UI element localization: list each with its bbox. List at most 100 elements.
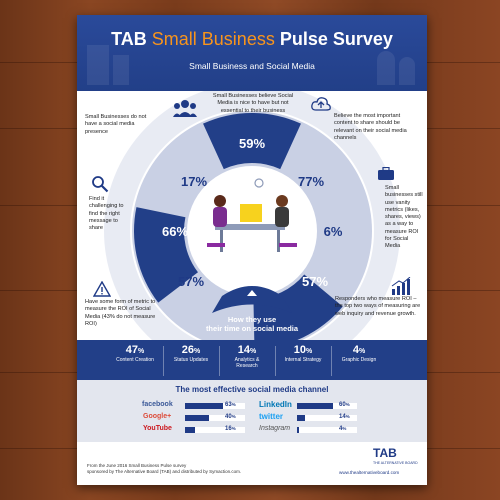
time-item-4: 4% Graphic Design [336, 344, 382, 363]
time-value: 14 [237, 344, 250, 356]
divider [219, 346, 220, 376]
channel-value-number: 63 [225, 402, 232, 408]
time-unit: % [306, 348, 313, 355]
person-head [276, 195, 288, 207]
stat-note-1: Believe the most important content to sh… [334, 113, 407, 141]
building-silhouette [113, 55, 129, 85]
tab-logo: TAB [373, 446, 397, 460]
stat-value-4: 57% [177, 274, 205, 289]
person-body [275, 207, 289, 227]
laptop-screen [240, 204, 262, 222]
time-value: 4 [352, 344, 359, 356]
channel-bar-fill [297, 427, 300, 433]
divider [163, 346, 164, 376]
channel-value: 16% [225, 426, 236, 432]
ring-segment-0 [203, 113, 301, 170]
twitter-logo: twitter [259, 412, 283, 421]
time-item-1: 26% Status Updates [168, 344, 214, 363]
stat-note-5: Find it challenging to find the right me… [89, 196, 124, 232]
channel-bar-fill [297, 403, 333, 409]
channel-value-unit: % [231, 414, 236, 419]
channel-bar-track [297, 427, 357, 433]
title-accent: Small Business [151, 29, 275, 49]
channel-bar-track [185, 403, 245, 409]
stat-value-0: 59% [238, 136, 266, 151]
time-title-line2: their time on social media [205, 323, 299, 333]
channel-title: The most effective social media channel [175, 385, 329, 394]
time-banner-arch [212, 286, 292, 313]
divider [331, 346, 332, 376]
title-prefix: TAB [111, 29, 147, 49]
footer-line2: sponsored by The Alternative Board (TAB)… [87, 469, 242, 475]
footer-source: From the June 2016 Small Business Pulse … [87, 463, 241, 475]
radial-stats: 59% 77% 6% 57% 57% 66% 17% How they use … [77, 91, 427, 386]
time-section-title: How they use their time on social media [202, 315, 302, 333]
googleplus-logo: Google+ [143, 413, 172, 420]
linkedin-logo: LinkedIn [259, 400, 292, 409]
website-link[interactable]: www.thealternativeboard.com [339, 470, 400, 475]
time-item-2: 14% Analytics & Research [224, 344, 270, 369]
time-label: Status Updates [173, 357, 209, 363]
wall-clock [254, 178, 264, 188]
cloud-upload-icon [311, 96, 331, 117]
time-label: Graphic Design [341, 357, 377, 363]
channel-value-unit: % [345, 414, 350, 419]
channel-value: 4% [339, 426, 346, 432]
table-top [215, 224, 285, 230]
ring-segment-5 [134, 207, 198, 303]
ring-segment-4 [161, 274, 251, 349]
building-silhouette [87, 45, 109, 85]
ring-segment-1 [282, 125, 367, 215]
divider [275, 346, 276, 376]
channel-value: 14% [339, 414, 350, 420]
stat-value-5: 66% [161, 224, 189, 239]
person-silhouette [377, 51, 395, 85]
bar-growth-icon [391, 276, 411, 300]
stat-value-3: 57% [301, 274, 329, 289]
channel-bar-fill [185, 415, 209, 421]
time-value: 10 [293, 344, 306, 356]
stat-note-4: Have some form of metric to measure the … [85, 299, 156, 327]
channel-bar-track [185, 415, 245, 421]
channel-value-unit: % [231, 426, 236, 431]
channel-value-unit: % [345, 402, 350, 407]
time-unit: % [194, 348, 201, 355]
stat-note-0: Small Businesses believe Social Media is… [212, 93, 294, 114]
channel-value-number: 16 [225, 426, 232, 432]
channel-value: 63% [225, 402, 236, 408]
channel-bar-track [297, 415, 357, 421]
ring-segment-2 [306, 207, 370, 303]
stat-value-1: 77% [297, 174, 325, 189]
facebook-logo: facebook [142, 401, 173, 408]
table-leg [220, 230, 223, 252]
radial-graphic [104, 91, 400, 379]
briefcase-icon [377, 166, 395, 186]
title-suffix: Pulse Survey [279, 29, 393, 49]
person-head [214, 195, 226, 207]
page-title: TAB Small Business Pulse Survey [77, 29, 427, 50]
channel-value: 40% [225, 414, 236, 420]
time-label: Analytics & Research [234, 357, 260, 369]
time-unit: % [138, 348, 145, 355]
time-item-0: 47% Content Creation [112, 344, 158, 363]
channel-value-number: 60 [339, 402, 346, 408]
arrow-up-icon [247, 290, 257, 296]
time-label: Internal Strategy [284, 357, 322, 363]
infographic-poster: TAB Small Business Pulse Survey Small Bu… [77, 15, 427, 485]
time-item-3: 10% Internal Strategy [280, 344, 326, 363]
magnifier-icon [91, 175, 109, 198]
channel-bar-fill [297, 415, 306, 421]
youtube-logo: YouTube [143, 425, 172, 432]
person-silhouette [399, 57, 415, 85]
page-subtitle: Small Business and Social Media [189, 61, 315, 71]
channel-bar-fill [185, 427, 195, 433]
channel-value-number: 40 [225, 414, 232, 420]
channel-value-number: 4 [339, 426, 343, 432]
ring-segment-3 [253, 274, 343, 349]
tab-logo-subtitle: THE ALTERNATIVE BOARD [373, 461, 418, 465]
stat-note-2: Small businesses still use vanity metric… [385, 185, 423, 250]
time-unit: % [250, 348, 257, 355]
channel-bar-track [185, 427, 245, 433]
time-title-line1: How they use [227, 315, 277, 324]
channel-value: 60% [339, 402, 350, 408]
